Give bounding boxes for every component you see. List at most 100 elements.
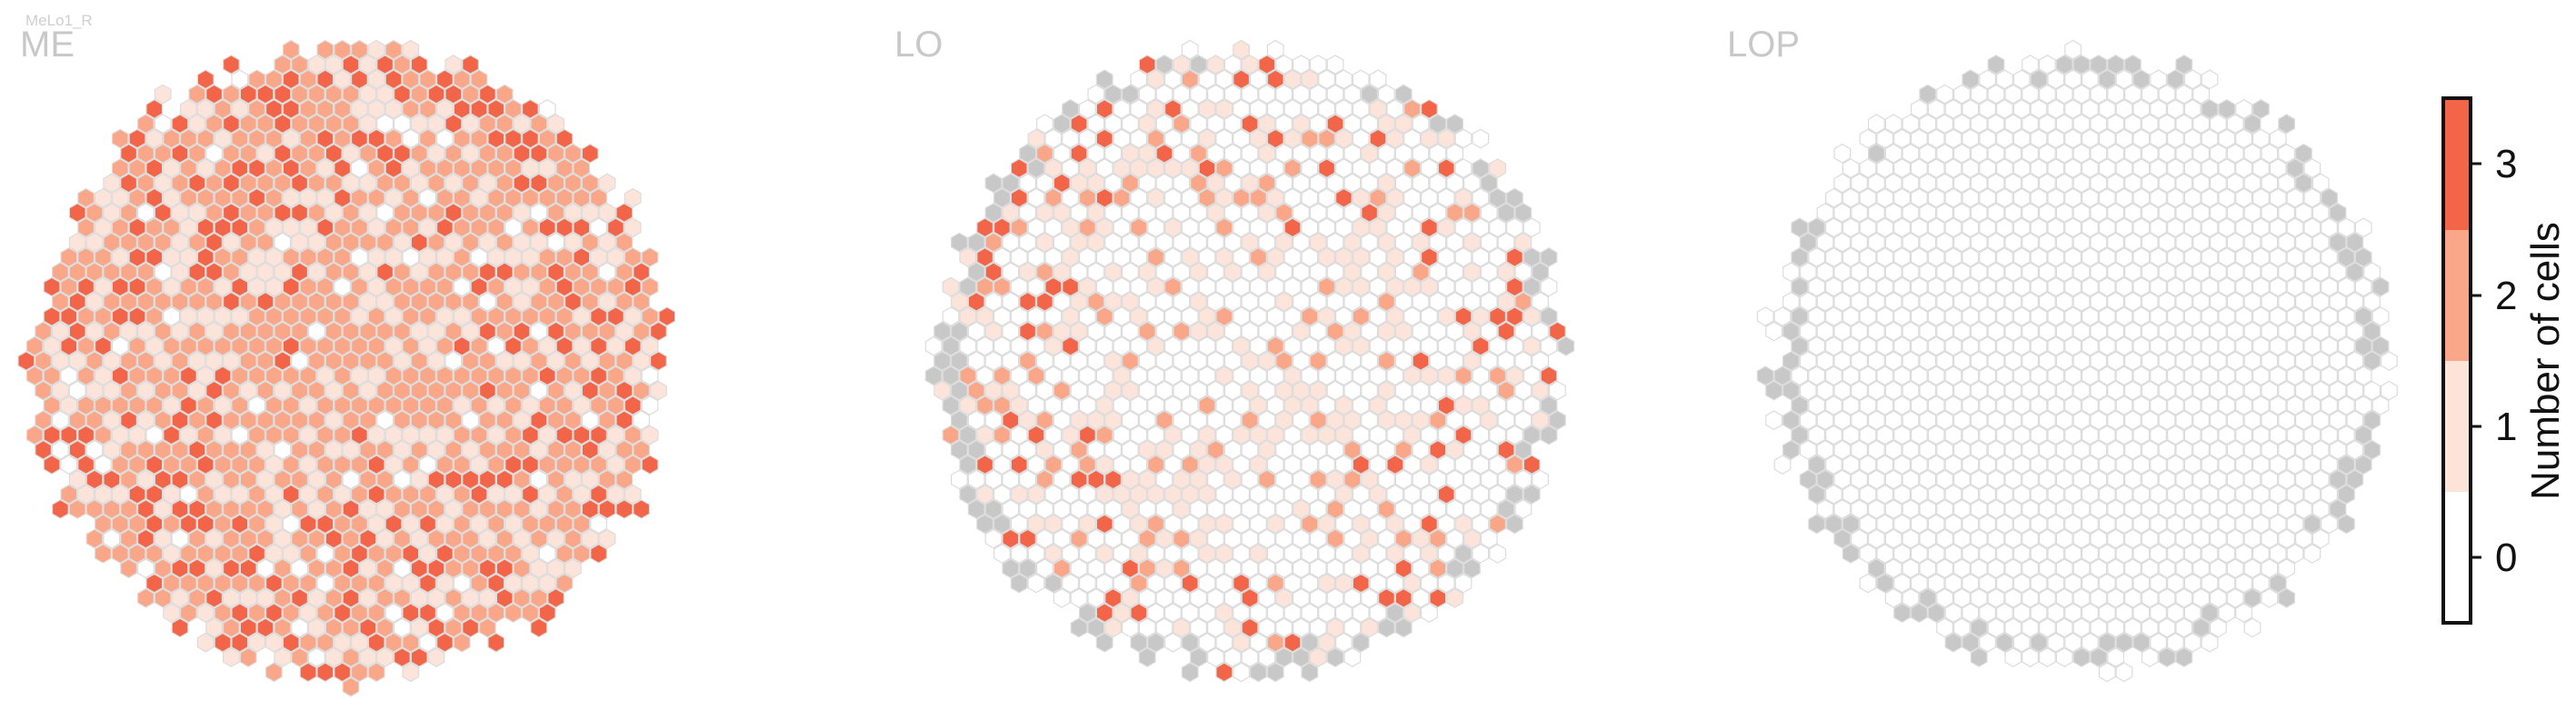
- hex-column: [1087, 351, 1105, 371]
- hex-column: [171, 587, 189, 608]
- hex-column: [2150, 544, 2167, 564]
- hex-column: [1463, 173, 1481, 194]
- hex-column: [60, 247, 78, 267]
- hex-column: [256, 410, 275, 431]
- hex-column: [2192, 558, 2210, 579]
- hex-column: [436, 69, 454, 90]
- hex-column: [1369, 99, 1387, 119]
- hex-column: [1911, 544, 1928, 564]
- hex-column: [462, 232, 480, 253]
- hex-column: [1241, 558, 1259, 579]
- hex-column: [1035, 499, 1053, 519]
- hex-column: [462, 321, 480, 342]
- hex-column: [1489, 514, 1507, 535]
- hex-column: [1138, 321, 1156, 342]
- hex-column: [1283, 455, 1302, 475]
- hex-column: [1944, 514, 1962, 535]
- hex-column: [282, 276, 300, 297]
- hex-column: [196, 603, 215, 623]
- hex-column: [1851, 380, 1868, 401]
- hex-column: [581, 410, 599, 431]
- hex-column: [967, 321, 985, 342]
- hex-column: [1944, 396, 1962, 416]
- hex-column: [2261, 143, 2279, 164]
- hex-column: [1808, 455, 1826, 475]
- hex-column: [2218, 544, 2236, 564]
- hex-column: [342, 469, 360, 490]
- hex-column: [85, 469, 104, 490]
- hex-column: [555, 484, 574, 505]
- hex-column: [1489, 484, 1507, 505]
- panel-lop: LOP: [1727, 25, 2398, 683]
- hex-column: [658, 306, 676, 326]
- hex-column: [1944, 276, 1962, 297]
- hex-column: [1996, 276, 2013, 297]
- hex-column: [453, 217, 471, 238]
- hex-column: [547, 143, 565, 164]
- hex-column: [351, 99, 368, 119]
- hex-column: [1095, 158, 1113, 178]
- hex-column: [1799, 410, 1817, 431]
- hex-column: [1429, 291, 1447, 312]
- hex-column: [2115, 662, 2133, 683]
- hex-column: [1361, 617, 1379, 638]
- hex-column: [967, 410, 985, 431]
- hex-column: [2183, 632, 2202, 653]
- hex-column: [1361, 558, 1379, 579]
- hex-column: [376, 232, 394, 253]
- hex-column: [1876, 217, 1894, 238]
- hex-column: [1876, 276, 1894, 297]
- hex-column: [1275, 439, 1293, 460]
- hex-column: [17, 351, 35, 371]
- hex-column: [1429, 528, 1447, 549]
- hex-column: [128, 366, 146, 386]
- hex-column: [214, 128, 232, 149]
- hex-column: [478, 321, 496, 342]
- hex-column: [2064, 99, 2082, 119]
- hex-column: [1420, 128, 1438, 149]
- hex-column: [633, 380, 651, 401]
- hex-column: [291, 351, 308, 371]
- hex-column: [2132, 455, 2151, 475]
- hex-column: [351, 455, 368, 475]
- hex-column: [2201, 69, 2219, 90]
- hex-column: [2303, 366, 2321, 386]
- hex-column: [1472, 366, 1490, 386]
- hex-column: [2039, 647, 2056, 667]
- hex-column: [1275, 291, 1293, 312]
- hex-column: [1163, 335, 1182, 356]
- hex-column: [2030, 69, 2048, 90]
- hex-column: [171, 351, 189, 371]
- hex-column: [351, 396, 368, 416]
- hex-column: [2090, 647, 2108, 667]
- hex-column: [1489, 247, 1507, 267]
- hex-column: [2167, 69, 2184, 90]
- hex-column: [2338, 366, 2355, 386]
- hex-column: [513, 143, 531, 164]
- hex-column: [1962, 455, 1980, 475]
- hex-column: [1190, 143, 1208, 164]
- hex-column: [2132, 69, 2151, 90]
- hex-column: [2210, 351, 2227, 371]
- hex-column: [351, 247, 368, 267]
- hex-column: [1893, 425, 1911, 446]
- hex-column: [2047, 632, 2065, 653]
- hex-column: [1514, 410, 1533, 431]
- hex-column: [2150, 455, 2167, 475]
- hex-column: [342, 262, 360, 283]
- hex-column: [1181, 514, 1199, 535]
- hex-column: [1190, 84, 1208, 105]
- hex-column: [145, 573, 164, 594]
- hex-column: [478, 291, 496, 312]
- hex-column: [1309, 203, 1327, 223]
- hex-column: [1919, 173, 1937, 194]
- hex-column: [2311, 499, 2330, 519]
- hex-column: [1301, 217, 1319, 238]
- hex-column: [324, 203, 343, 223]
- hex-column: [1377, 114, 1395, 135]
- hex-column: [967, 351, 985, 371]
- hex-column: [2321, 396, 2338, 416]
- hex-column: [256, 499, 275, 519]
- hex-column: [2090, 173, 2108, 194]
- hex-column: [342, 410, 360, 431]
